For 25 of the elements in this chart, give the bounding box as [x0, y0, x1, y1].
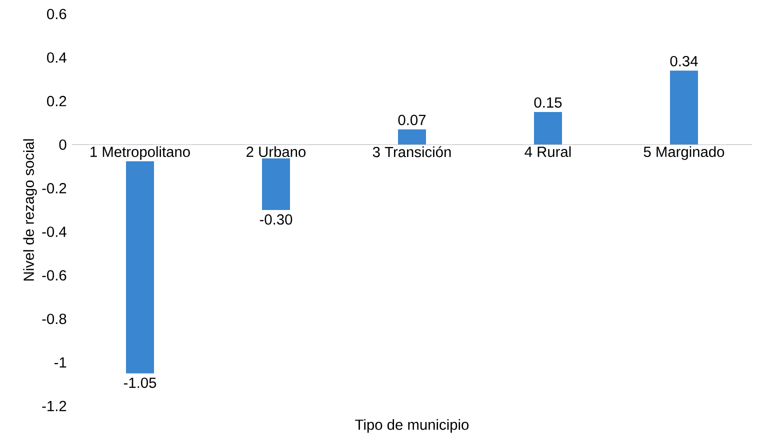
y-tick-label: -0.4: [42, 226, 66, 237]
data-label: 0.34: [670, 56, 698, 66]
bar: [670, 70, 698, 145]
data-label: 0.15: [534, 97, 562, 108]
bar: [398, 129, 426, 145]
x-tick-label: 2 Urbano: [246, 146, 306, 158]
y-tick-label: 0.6: [47, 8, 66, 20]
y-axis-title: Nivel de rezago social: [23, 139, 37, 281]
x-tick-label: 5 Marginado: [644, 146, 724, 160]
y-tick-label: -0.2: [42, 183, 66, 194]
x-tick-label: 3 Transición: [372, 146, 451, 158]
y-tick-label: -0.6: [42, 270, 66, 281]
y-tick-label: 0.4: [47, 52, 66, 63]
bar: [534, 112, 562, 145]
y-tick-label: 0: [59, 139, 66, 150]
y-tick-label: -1.2: [42, 400, 66, 412]
data-label: 0.07: [398, 114, 426, 126]
y-tick-label: 0.2: [47, 96, 66, 106]
y-tick-label: -1: [54, 357, 66, 368]
data-label: -0.30: [260, 214, 292, 225]
x-tick-label: 1 Metropolitano: [90, 146, 190, 160]
x-axis-title: Tipo de municipio: [355, 419, 469, 433]
x-tick-label: 4 Rural: [524, 146, 571, 158]
data-label: -1.05: [124, 378, 156, 388]
y-tick-label: -0.8: [42, 314, 66, 324]
